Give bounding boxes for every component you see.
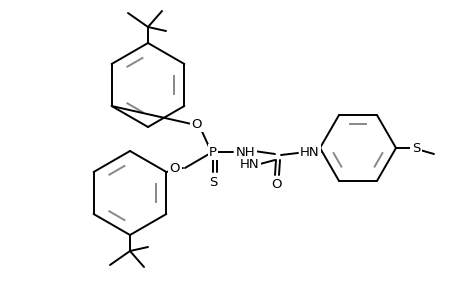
Text: O: O bbox=[271, 178, 282, 190]
Text: HN: HN bbox=[300, 146, 319, 158]
Text: O: O bbox=[169, 161, 180, 175]
Text: S: S bbox=[411, 142, 419, 154]
Text: S: S bbox=[208, 176, 217, 188]
Text: NH: NH bbox=[235, 146, 255, 158]
Text: O: O bbox=[191, 118, 202, 130]
Text: P: P bbox=[208, 146, 217, 158]
Text: HN: HN bbox=[240, 158, 259, 172]
